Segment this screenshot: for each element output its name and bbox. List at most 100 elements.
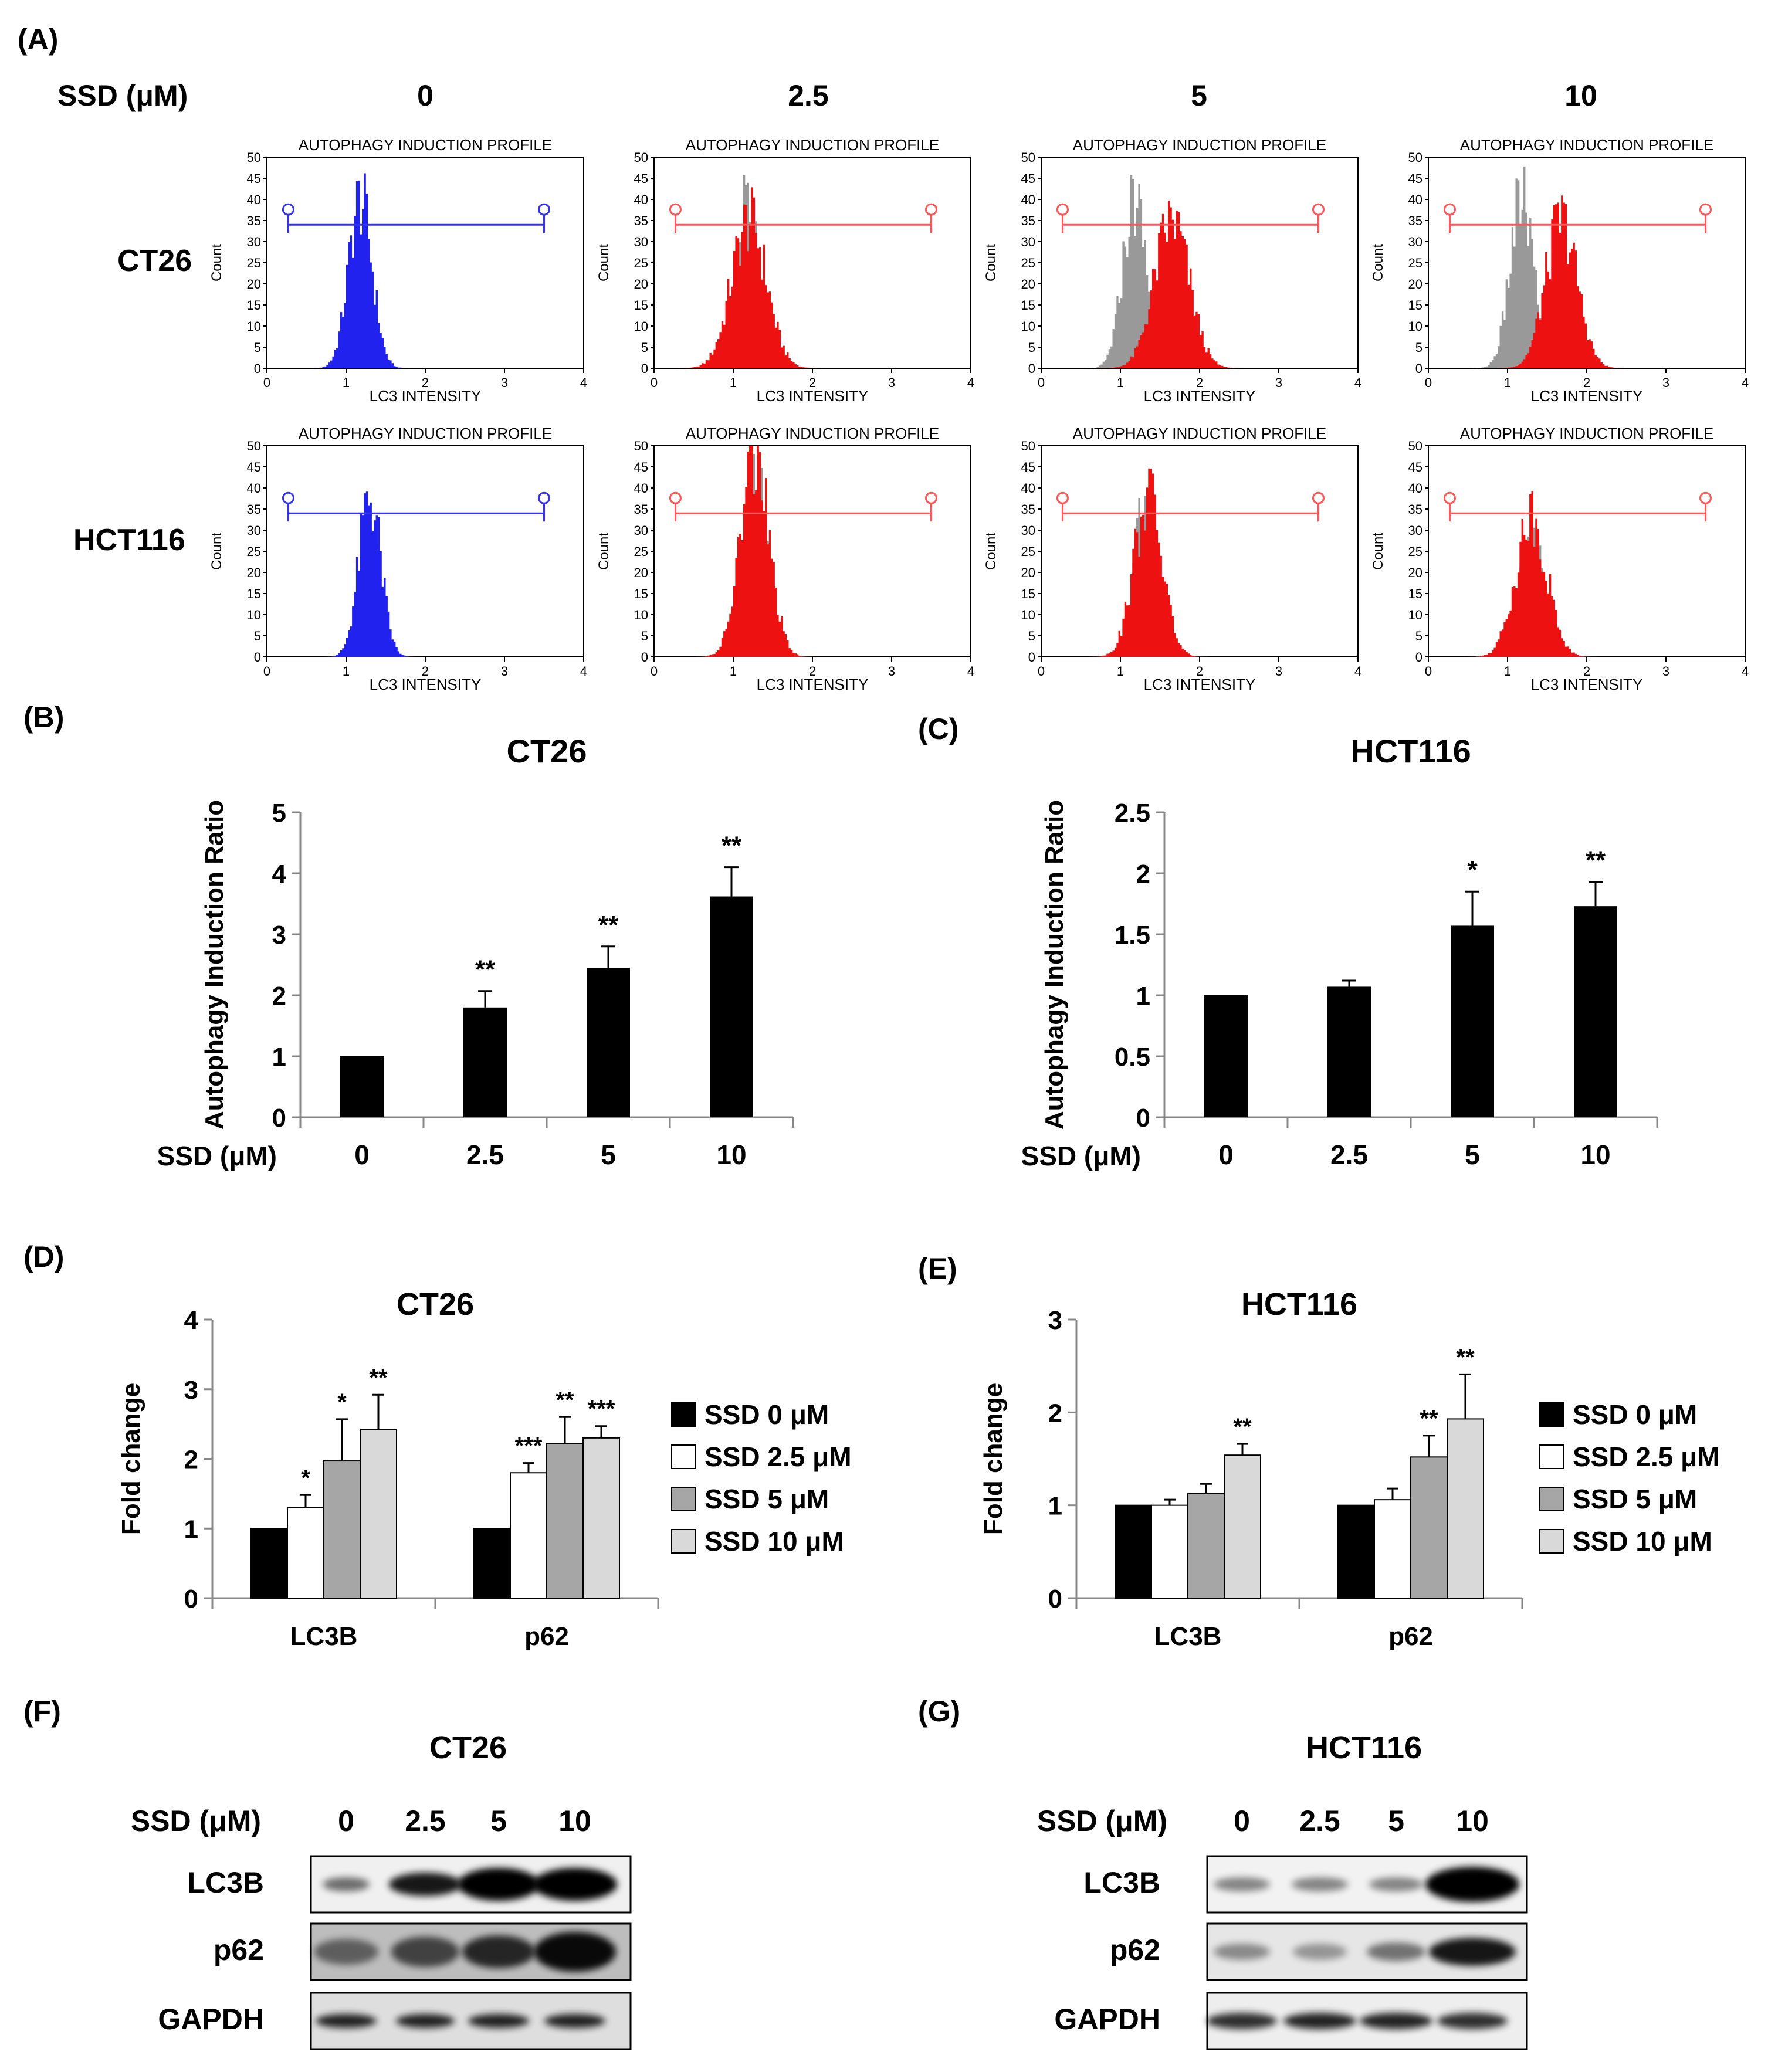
histogram-panel: AUTOPHAGY INDUCTION PROFILE0510152025303… [1370,425,1749,693]
panel-label-d: (D) [23,1240,64,1273]
y-tick-label: 2 [1048,1399,1062,1427]
x-tick-label: 0 [263,375,270,390]
y-axis-label: Autophagy Induction Ratio [1040,800,1069,1130]
legend-swatch [1539,1402,1564,1427]
y-tick-label: 15 [247,586,261,601]
y-tick-label: 0 [1136,1104,1150,1132]
band [391,1937,459,1967]
band [533,1868,617,1901]
y-tick-label: 35 [247,502,261,517]
y-tick-label: 40 [1021,481,1035,496]
y-tick-label: 25 [634,544,648,559]
band [316,2014,377,2028]
histogram-title: AUTOPHAGY INDUCTION PROFILE [1073,136,1326,154]
x-axis-label: LC3 INTENSITY [757,676,869,693]
x-tick-label: 0 [263,664,270,679]
gate-handle [282,491,294,504]
x-tick-label: 0 [1038,375,1045,390]
y-tick-label: 50 [1408,150,1422,165]
band [462,1935,535,1968]
gate-handle [1443,203,1456,216]
y-axis-label: Count [983,244,999,282]
bar-p62-SSD 5 μM [1410,1456,1448,1599]
y-tick-label: 10 [1408,608,1422,622]
x-tick-label: LC3B [290,1622,358,1651]
y-tick-label: 25 [1021,544,1035,559]
x-tick-label: 4 [967,664,974,679]
y-tick-label: 20 [1408,277,1422,291]
western-blot-f: CT26 SSD (μM) 0 2.5 5 10 LC3B p62 GAPDH [131,1730,632,2050]
y-axis-label: Count [209,533,225,570]
y-tick-label: 15 [634,586,648,601]
y-tick-label: 5 [272,799,286,828]
y-tick-label: 5 [1028,629,1035,643]
lane-label: 10 [1456,1805,1489,1837]
y-tick-label: 35 [1021,213,1035,228]
x-tick-label: 2 [1583,664,1590,679]
y-tick-label: 0 [1048,1585,1062,1613]
y-tick-label: 45 [1021,171,1035,186]
histogram-frame [266,445,584,657]
legend-swatch [671,1402,696,1427]
y-tick-label: 35 [634,502,648,517]
significance-mark: ** [1420,1406,1438,1432]
y-tick-label: 45 [634,460,648,474]
x-tick-label: 1 [1504,664,1511,679]
gate-handle [1699,203,1712,216]
y-tick-label: 50 [1021,439,1035,453]
x-tick-label: 2 [1196,375,1203,390]
x-tick-label: 3 [1275,664,1282,679]
bar-p62-SSD 0 μM [473,1528,511,1599]
histogram-frame [1428,445,1746,657]
lane-label: 5 [1388,1805,1404,1837]
y-tick-label: 50 [1021,150,1035,165]
y-tick-label: 30 [247,523,261,538]
y-tick-label: 20 [1021,565,1035,580]
bar-5 [1451,925,1494,1117]
significance-mark: ** [598,911,619,940]
x-tick-label: 2 [809,664,816,679]
y-tick-label: 40 [634,192,648,207]
x-tick-label: 0 [1425,375,1432,390]
band [1214,1944,1270,1960]
x-tick-label: 3 [501,375,508,390]
y-tick-label: 30 [247,235,261,249]
gate-handle [282,203,294,216]
bar-10 [1574,906,1617,1117]
y-tick-label: 35 [634,213,648,228]
reference-histogram [1041,175,1358,368]
x-tick-label: 0 [651,664,658,679]
y-tick-label: 35 [247,213,261,228]
y-tick-label: 30 [634,523,648,538]
legend-label: SSD 5 μM [1573,1484,1697,1514]
significance-mark: * [337,1389,347,1415]
chart-title: HCT116 [1350,733,1471,769]
gate-handle [1312,203,1325,216]
band [1367,1942,1425,1961]
significance-mark: ** [556,1387,574,1413]
y-tick-label: 5 [641,340,648,355]
x-axis-label: LC3 INTENSITY [757,387,869,405]
y-tick-label: 50 [247,439,261,453]
y-tick-label: 1 [1136,982,1150,1010]
bar-0 [340,1056,384,1117]
x-tick-label: 4 [1742,375,1749,390]
histogram-panel: AUTOPHAGY INDUCTION PROFILE0510152025303… [209,425,587,693]
x-tick-label: 10 [716,1140,746,1170]
y-tick-label: 15 [1021,298,1035,313]
band [1283,2013,1356,2029]
bar-p62-SSD 0 μM [1337,1504,1375,1599]
y-tick-label: 50 [247,150,261,165]
x-tick-label: 4 [967,375,974,390]
treated-histogram [1041,201,1358,368]
panel-label-g: (G) [918,1695,960,1728]
legend-label: SSD 5 μM [705,1484,829,1514]
x-tick-label: 4 [580,664,587,679]
blot-row-label: LC3B [187,1866,264,1899]
x-tick-label: 1 [1117,375,1124,390]
legend-swatch [671,1487,696,1511]
y-tick-label: 10 [1021,608,1035,622]
panel-label-a: (A) [18,23,58,56]
x-tick-label: 0 [354,1140,370,1170]
y-tick-label: 0 [1415,650,1422,664]
